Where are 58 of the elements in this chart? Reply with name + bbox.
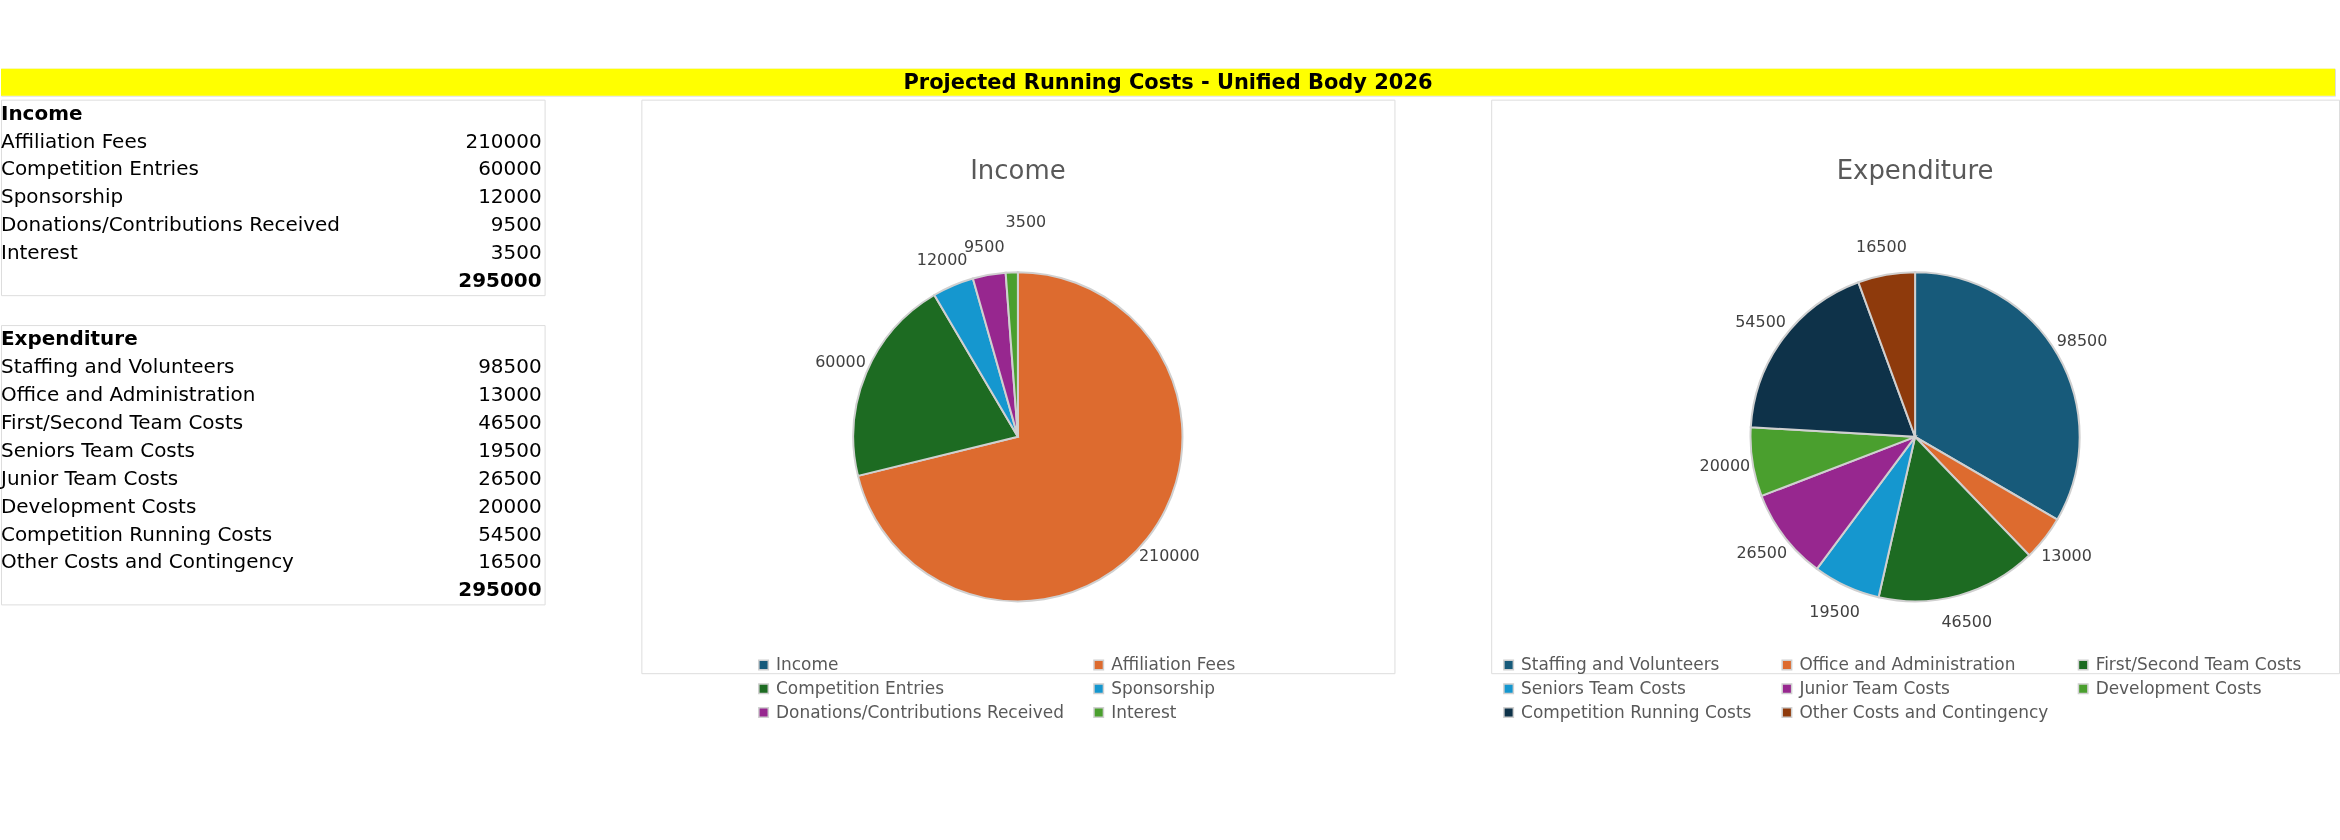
legend-label: Sponsorship	[1111, 677, 1215, 698]
data-label: 54500	[478, 521, 542, 546]
legend-label: Staffing and Volunteers	[1521, 653, 1720, 674]
data-label: 60000	[815, 351, 866, 371]
data-label: 210000	[1138, 545, 1200, 565]
data-label: 26500	[478, 465, 542, 490]
data-label: 54500	[1735, 311, 1786, 331]
data-label: 98500	[2056, 330, 2108, 350]
legend-label: Competition Running Costs	[1521, 701, 1752, 722]
legend-label: Income	[776, 653, 839, 674]
category-label: Competition Running Costs	[1, 521, 273, 546]
category-label: Sponsorship	[1, 184, 124, 209]
data-label: 26500	[1736, 543, 1788, 563]
category-label: Junior Team Costs	[0, 465, 179, 490]
legend-label: Other Costs and Contingency	[1799, 701, 2049, 722]
legend-label: Competition Entries	[776, 677, 945, 698]
data-label: 13000	[478, 381, 542, 406]
data-label: 210000	[465, 128, 542, 153]
data-label: 46500	[478, 409, 542, 434]
category-label: First/Second Team Costs	[1, 409, 244, 434]
category-label: Interest	[1, 240, 79, 265]
data-label: 3500	[490, 240, 542, 265]
data-label: 16500	[478, 549, 542, 574]
legend-label: Development Costs	[2095, 677, 2262, 698]
data-label: 19500	[478, 437, 542, 462]
legend-label: Seniors Team Costs	[1521, 677, 1686, 698]
legend-label: Junior Team Costs	[1798, 677, 1950, 698]
category-label: Donations/Contributions Received	[1, 212, 340, 237]
data-label: 12000	[478, 184, 542, 209]
category-label: Office and Administration	[1, 381, 256, 406]
legend-label: Donations/Contributions Received	[776, 701, 1064, 722]
text: Income	[1, 100, 83, 125]
category-label: Staffing and Volunteers	[1, 353, 235, 378]
data-label: 9500	[490, 212, 542, 237]
text: 295000	[458, 268, 542, 293]
category-label: Development Costs	[1, 493, 197, 518]
chart-title: Income	[970, 155, 1066, 186]
category-label: Seniors Team Costs	[1, 437, 195, 462]
data-label: 20000	[478, 493, 542, 518]
chart-title: Expenditure	[1836, 155, 1994, 186]
data-label: 3500	[1005, 212, 1047, 232]
data-label: 13000	[2041, 545, 2092, 565]
legend-label: Interest	[1111, 701, 1177, 722]
category-label: Affiliation Fees	[1, 128, 148, 153]
legend-label: Office and Administration	[1799, 653, 2016, 674]
data-label: 60000	[478, 156, 542, 181]
data-label: 98500	[478, 353, 542, 378]
text: 295000	[458, 577, 542, 602]
legend-label: First/Second Team Costs	[2095, 653, 2302, 674]
data-label: 16500	[1856, 237, 1907, 257]
text: Expenditure	[1, 326, 138, 351]
data-label: 19500	[1809, 601, 1860, 621]
data-label: 46500	[1941, 612, 1993, 632]
category-label: Other Costs and Contingency	[1, 549, 295, 574]
text: Projected Running Costs - Unified Body 2026	[903, 69, 1433, 94]
legend-label: Affiliation Fees	[1111, 653, 1236, 674]
category-label: Competition Entries	[1, 156, 199, 181]
data-label: 20000	[1699, 456, 1751, 476]
